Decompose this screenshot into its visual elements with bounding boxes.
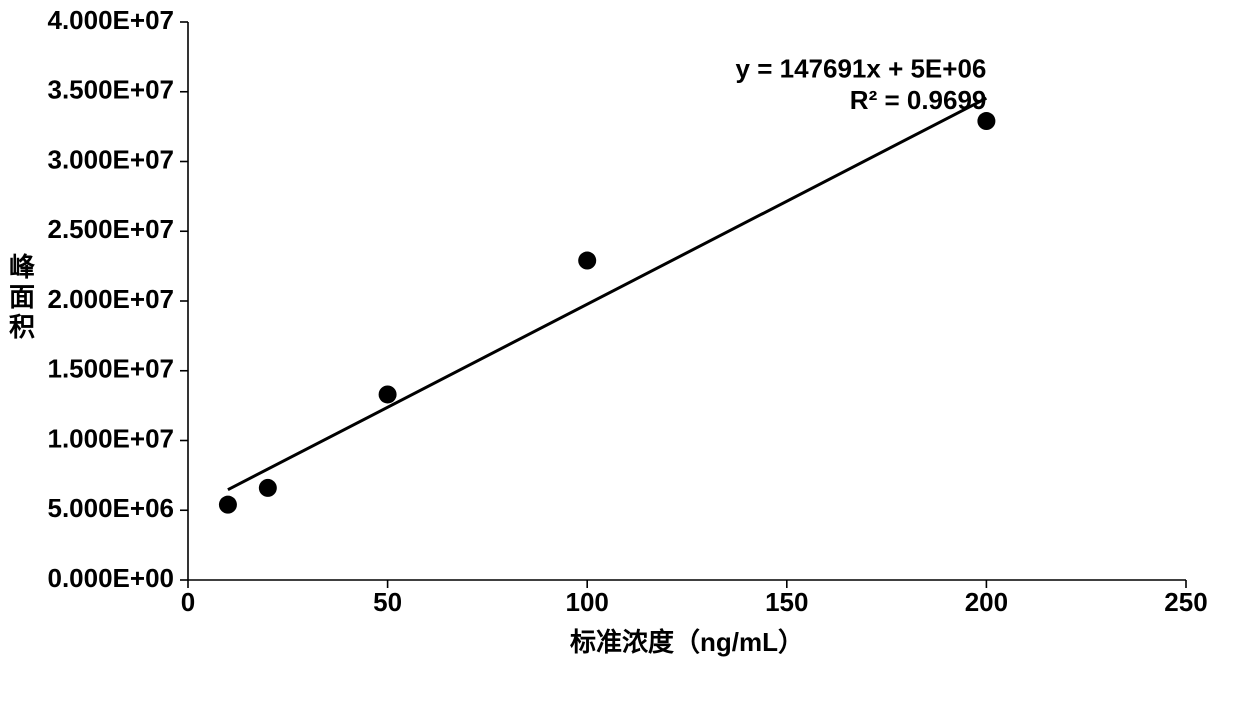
data-point [259,479,277,497]
y-tick-label: 4.000E+07 [47,5,174,35]
x-tick-label: 200 [965,587,1008,617]
x-tick-label: 100 [566,587,609,617]
equation-line2: R² = 0.9699 [850,85,987,115]
x-axis-label: 标准浓度（ng/mL） [570,627,804,657]
y-axis-label-char: 面 [9,282,35,312]
y-tick-label: 5.000E+06 [47,493,174,523]
equation-line1: y = 147691x + 5E+06 [736,54,987,84]
y-tick-label: 1.500E+07 [47,354,174,384]
y-tick-label: 0.000E+00 [47,563,174,593]
y-axis-label-char: 峰 [9,252,35,282]
x-tick-label: 150 [765,587,808,617]
data-point [578,252,596,270]
chart-container: 0.000E+00 5.000E+06 1.000E+07 1.500E+07 2.00… [0,0,1239,707]
data-point [379,385,397,403]
y-axis-label-char: 积 [9,312,35,342]
y-tick-label: 2.000E+07 [47,284,174,314]
data-point [219,496,237,514]
chart-svg: 0.000E+00 5.000E+06 1.000E+07 1.500E+07 2.00… [0,0,1239,707]
y-tick-label: 1.000E+07 [47,423,174,453]
x-tick-label: 250 [1164,587,1207,617]
x-tick-label: 0 [181,587,195,617]
x-tick-label: 50 [373,587,402,617]
y-tick-label: 2.500E+07 [47,214,174,244]
y-tick-label: 3.000E+07 [47,144,174,174]
y-tick-label: 3.500E+07 [47,75,174,105]
